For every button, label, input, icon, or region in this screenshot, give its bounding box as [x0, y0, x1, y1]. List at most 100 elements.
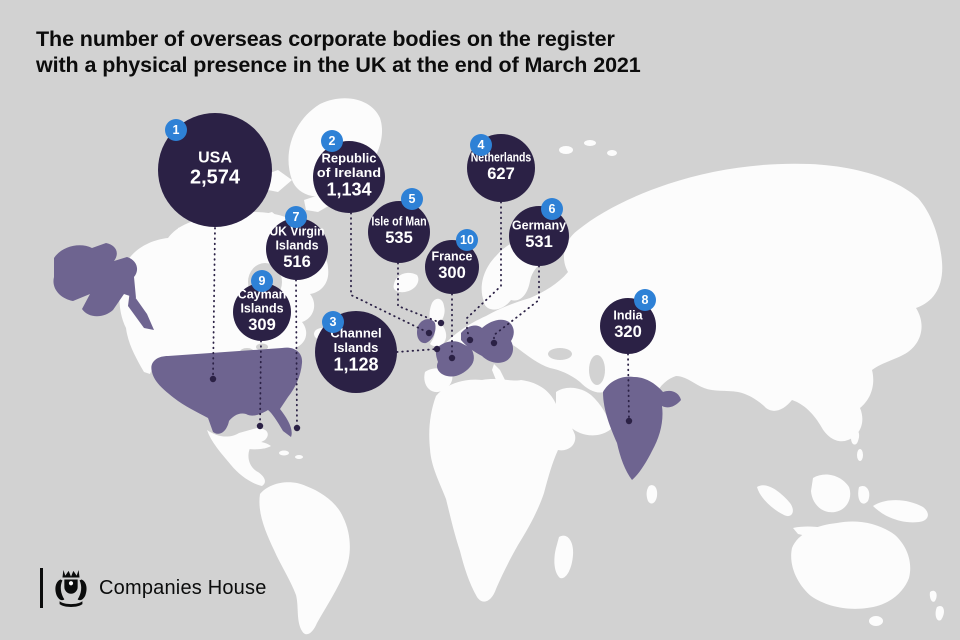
landmass-africa: [429, 379, 576, 602]
bubble-label: UK Virgin Islands 516: [269, 225, 324, 271]
rank-badge-number: 9: [259, 274, 266, 288]
landmass-svalbard: [559, 140, 617, 156]
bubble-label: Channel Islands 1,128: [330, 325, 381, 374]
rank-badge: [321, 130, 343, 152]
connector-line-cayman-islands: [259, 340, 262, 427]
map-markers: [209, 319, 633, 432]
logo-wordmark: Companies House: [99, 576, 267, 599]
bubble-germany: Germany 531 6: [509, 198, 569, 266]
rank-badge-number: 10: [460, 233, 474, 247]
highlight-india: [603, 376, 681, 480]
bubble-label: USA 2,574: [190, 149, 241, 188]
bubble-label: Germany 531: [512, 219, 566, 251]
caspian-sea: [589, 355, 605, 385]
bubble-value: 627: [487, 165, 515, 183]
bubble-value: 516: [283, 253, 311, 271]
landmass-mexico-central-america: [207, 428, 268, 486]
landmass-southeast-asia: [757, 429, 928, 537]
landmass-iceland: [393, 272, 419, 293]
bubble-label: Cayman Islands 309: [238, 288, 287, 334]
bubble-value: 2,574: [190, 167, 241, 189]
map-marker-republic-of-ireland: [425, 329, 433, 337]
map-marker-usa: [209, 375, 217, 383]
infographic-title: The number of overseas corporate bodies …: [36, 26, 641, 78]
connector-line-netherlands: [466, 201, 502, 341]
bubble-circle: [509, 206, 569, 266]
bubble-value: 309: [248, 316, 276, 334]
bubble-value: 300: [438, 264, 466, 282]
landmass-madagascar: [554, 535, 574, 579]
rank-badge: [251, 270, 273, 292]
bubble-circle: [313, 141, 385, 213]
bubble-circle: [158, 113, 272, 227]
bubble-isle-of-man: Isle of Man 535 5: [368, 188, 430, 263]
bubble-republic-of-ireland: Republic of Ireland 1,134 2: [313, 130, 385, 213]
map-marker-uk-virgin-islands: [293, 424, 301, 432]
bubble-france: France 300 10: [425, 229, 479, 294]
bubble-circle: [233, 283, 291, 341]
map-marker-france: [448, 354, 456, 362]
landmass-caribbean: [243, 441, 303, 459]
bubble-value: 531: [525, 233, 553, 251]
rank-badge: [165, 119, 187, 141]
rank-badge: [470, 134, 492, 156]
bubble-india: India 320 8: [600, 289, 656, 354]
rank-badge-number: 2: [329, 134, 336, 148]
landmass-australia-oceania: [791, 521, 944, 626]
rank-badge-number: 3: [330, 315, 337, 329]
black-sea: [548, 348, 572, 360]
logo-divider-bar: [40, 568, 43, 608]
map-marker-india: [625, 417, 633, 425]
bubble-label: India 320: [613, 309, 643, 341]
map-marker-cayman-islands: [256, 422, 264, 430]
rank-badge-number: 8: [642, 293, 649, 307]
map-marker-netherlands: [466, 336, 474, 344]
rank-badge-number: 4: [478, 138, 485, 152]
landmass-eurasia: [438, 163, 943, 442]
connector-line-usa: [212, 227, 216, 380]
bubble-label: Isle of Man 535: [371, 215, 426, 247]
landmass-sri-lanka: [646, 485, 658, 504]
bubble-label: France 300: [432, 250, 473, 282]
bubble-label: Republic of Ireland 1,134: [317, 150, 381, 199]
map-marker-germany: [490, 339, 498, 347]
rank-badge: [634, 289, 656, 311]
highlight-usa: [151, 347, 303, 437]
rank-badge: [322, 311, 344, 333]
highlighted-countries: [53, 243, 681, 480]
connector-line-republic-of-ireland: [350, 212, 430, 334]
rank-badge-number: 7: [293, 210, 300, 224]
landmass-japan: [846, 321, 878, 366]
highlight-alaska: [53, 243, 138, 317]
bubble-value: 535: [385, 229, 413, 247]
landmass-south-america: [259, 482, 350, 635]
rank-badge: [456, 229, 478, 251]
rank-badge-number: 6: [549, 202, 556, 216]
bubble-circle: [368, 201, 430, 263]
data-bubbles: USA 2,574 1 Republic of Ireland 1,134 2 Channel…: [158, 113, 656, 393]
bubble-usa: USA 2,574 1: [158, 113, 272, 227]
rank-badge: [401, 188, 423, 210]
rank-badge: [541, 198, 563, 220]
rank-badge-number: 1: [173, 123, 180, 137]
royal-crest-icon: [55, 569, 87, 607]
title-line-1: The number of overseas corporate bodies …: [36, 27, 615, 51]
bubble-circle: [266, 218, 328, 280]
rank-badge: [285, 206, 307, 228]
great-lakes: [256, 343, 268, 351]
connector-lines: [212, 201, 630, 429]
bubble-value: 1,134: [326, 180, 371, 200]
bubble-circle: [600, 298, 656, 354]
bubble-value: 1,128: [333, 355, 378, 375]
rank-badge-number: 5: [409, 192, 416, 206]
connector-line-uk-virgin-islands: [295, 279, 298, 429]
companies-house-logo: Companies House: [40, 566, 267, 610]
landmass-arabia: [556, 387, 611, 436]
connector-line-channel-islands: [396, 348, 438, 353]
highlight-ireland: [416, 319, 436, 344]
map-marker-isle-of-man: [437, 319, 445, 327]
map-marker-channel-islands: [433, 345, 441, 353]
